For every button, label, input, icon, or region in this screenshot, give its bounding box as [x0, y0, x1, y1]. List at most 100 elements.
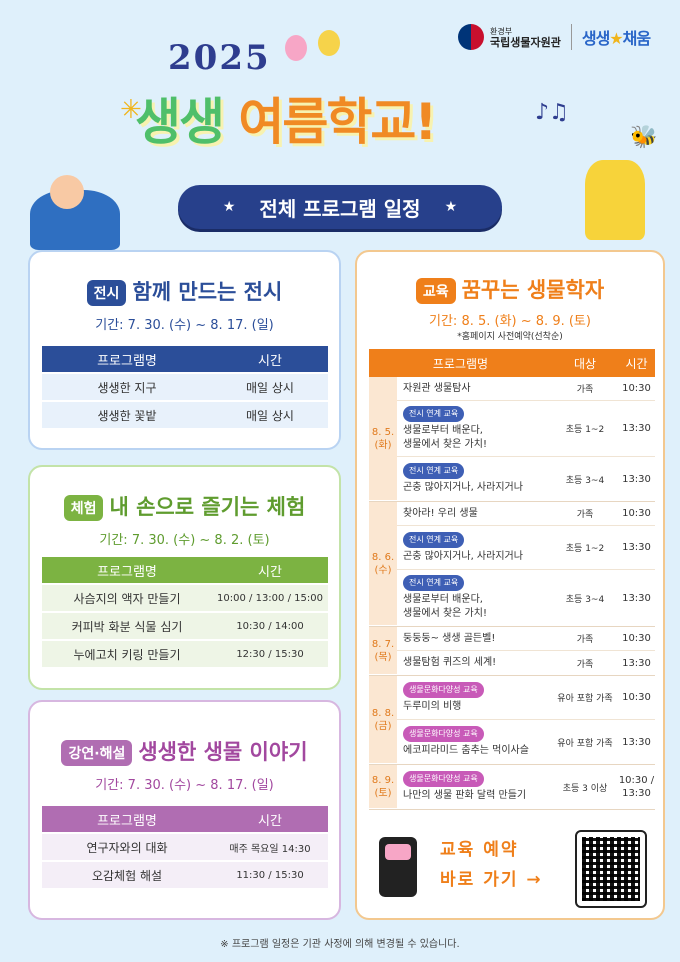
org-ministry: 환경부 — [490, 27, 513, 36]
column-header: 프로그램명 — [432, 356, 489, 371]
program-time: 매일 상시 — [212, 402, 328, 428]
program-time: 매주 목요일 14:30 — [212, 834, 328, 860]
table-row: 연구자와의 대화 매주 목요일 14:30 — [42, 834, 328, 860]
program-cell: 전시 연계 교육 생물로부터 배운다, 생물에서 찾은 가치! — [397, 401, 552, 456]
program-target: 초등 3~4 — [565, 475, 605, 486]
education-title: 교육 꿈꾸는 생물학자 — [357, 274, 663, 304]
table-row: 전시 연계 교육 곤충 많아지거나, 사라지거나 초등 1~2 13:30 — [397, 526, 655, 570]
program-target: 초등 3~4 — [565, 594, 605, 605]
experience-period: 기간: 7. 30. (수) ~ 8. 2. (토) — [99, 533, 270, 548]
program-name: 곤충 많아지거나, 사라지거나 — [403, 550, 523, 562]
lecture-card: 강연·해설 생생한 생물 이야기 기간: 7. 30. (수) ~ 8. 17. … — [28, 700, 341, 920]
table-row: 누에고치 키링 만들기 12:30 / 15:30 — [42, 641, 328, 667]
banner-label: 전체 프로그램 일정 — [259, 196, 421, 221]
program-time: 10:00 / 13:00 / 15:00 — [212, 585, 328, 611]
org-institute: 국립생물자원관 — [490, 36, 561, 49]
lecture-title-text: 생생한 생물 이야기 — [138, 740, 308, 764]
program-cell: 전시 연계 교육 생물로부터 배운다, 생물에서 찾은 가치! — [397, 570, 552, 626]
column-header: 프로그램명 — [42, 806, 212, 832]
experience-title: 체험 내 손으로 즐기는 체험 — [30, 491, 339, 521]
column-header: 시간 — [212, 557, 328, 583]
day-items: 찾아라! 우리 생물 가족 10:30 전시 연계 교육 곤충 많아지거나, 사라지거나… — [397, 502, 655, 626]
table-row: 커피박 화분 식물 심기 10:30 / 14:00 — [42, 613, 328, 639]
table-row: 생생한 꽃밭 매일 상시 — [42, 402, 328, 428]
exhibition-period: 기간: 7. 30. (수) ~ 8. 17. (일) — [95, 318, 274, 333]
day-date: 8. 5. (화) — [369, 377, 397, 501]
program-time: 13:30 — [622, 473, 651, 485]
day-items: 자원관 생물탐사 가족 10:30 전시 연계 교육 생물로부터 배운다, 생물에서 찾… — [397, 377, 655, 501]
program-target: 유아 포함 가족 — [557, 738, 613, 749]
exhibition-card: 전시 함께 만드는 전시 기간: 7. 30. (수) ~ 8. 17. (일) … — [28, 250, 341, 450]
program-category-chip: 전시 연계 교육 — [403, 575, 465, 591]
program-cell: 생물탐험 퀴즈의 세계! — [397, 651, 552, 675]
column-header: 프로그램명 — [42, 346, 212, 372]
day-group: 8. 6. (수) 찾아라! 우리 생물 가족 10:30 전시 연계 교육 곤충 많아지… — [369, 502, 655, 627]
table-header-row: 프로그램명 시간 — [42, 346, 328, 372]
table-header-row: 프로그램명 시간 — [42, 806, 328, 832]
program-cell: 자원관 생물탐사 — [397, 377, 552, 400]
star-icon: ★ — [222, 199, 236, 215]
education-card: 교육 꿈꾸는 생물학자 기간: 8. 5. (화) ~ 8. 9. (토) *홈페… — [355, 250, 665, 920]
robot-face-icon — [385, 844, 411, 860]
table-row: 오감체험 해설 11:30 / 15:30 — [42, 862, 328, 888]
program-category-chip: 생물문화다양성 교육 — [403, 771, 484, 787]
day-group: 8. 5. (화) 자원관 생물탐사 가족 10:30 전시 연계 교육 생물로부터 배운… — [369, 377, 655, 502]
program-time: 13:30 — [622, 592, 651, 604]
child-character-right-icon — [585, 160, 645, 240]
program-time: 13:30 — [622, 736, 651, 748]
program-cell: 찾아라! 우리 생물 — [397, 502, 552, 525]
program-name: 에코피라미드 춤추는 먹이사슬 — [403, 745, 529, 756]
program-time: 12:30 / 15:30 — [212, 641, 328, 667]
brand-logo-part-a: 생생 — [581, 29, 610, 48]
logo-divider — [570, 24, 572, 50]
education-table-body: 8. 5. (화) 자원관 생물탐사 가족 10:30 전시 연계 교육 생물로부터 배운… — [369, 377, 655, 810]
program-target: 가족 — [576, 635, 594, 645]
header-logos: 환경부 국립생물자원관 생생★채움 — [458, 20, 668, 54]
day-items: 생물문화다양성 교육 두루미의 비행 유아 포함 가족 10:30 생물문화다양성 교육… — [397, 676, 655, 764]
program-cell: 생물문화다양성 교육 두루미의 비행 — [397, 676, 552, 719]
table-row: 사슴지의 액자 만들기 10:00 / 13:00 / 15:00 — [42, 585, 328, 611]
table-row: 생물문화다양성 교육 에코피라미드 춤추는 먹이사슬 유아 포함 가족 13:30 — [397, 720, 655, 764]
program-category-chip: 생물문화다양성 교육 — [403, 681, 484, 698]
qr-code-icon[interactable] — [575, 830, 647, 908]
program-cell: 생물문화다양성 교육 에코피라미드 춤추는 먹이사슬 — [397, 720, 552, 764]
program-cell: 전시 연계 교육 곤충 많아지거나, 사라지거나 — [397, 457, 552, 501]
experience-table: 프로그램명 시간 사슴지의 액자 만들기 10:00 / 13:00 / 15:… — [42, 555, 328, 669]
program-name: 둥둥둥~ 생생 골든벨! — [403, 632, 496, 644]
education-period: 기간: 8. 5. (화) ~ 8. 9. (토) — [429, 314, 591, 329]
education-title-text: 꿈꾸는 생물학자 — [461, 278, 605, 302]
music-note-icon: ♪♫ — [535, 100, 569, 125]
program-time: 10:30 / 13:30 — [618, 775, 655, 799]
day-date: 8. 8. (금) — [369, 676, 397, 764]
day-date: 8. 7. (목) — [369, 627, 397, 675]
balloon-icon — [318, 30, 340, 56]
balloon-icon — [285, 35, 307, 61]
program-time: 13:30 — [622, 657, 651, 669]
reservation-link-line2: 바로 가기 → — [440, 870, 543, 890]
lecture-table: 프로그램명 시간 연구자와의 대화 매주 목요일 14:30 오감체험 해설 1… — [42, 804, 328, 890]
exhibition-title-text: 함께 만드는 전시 — [132, 280, 283, 304]
main-title-part-a: 생생 — [135, 93, 239, 151]
day-group: 8. 9. (토) 생물문화다양성 교육 나만의 생물 판화 달력 만들기 초등 3 … — [369, 765, 655, 810]
reservation-link[interactable]: 교육 예약 바로 가기 → — [440, 835, 543, 895]
program-name: 나만의 생물 판화 달력 만들기 — [403, 790, 527, 801]
program-cell: 전시 연계 교육 곤충 많아지거나, 사라지거나 — [397, 526, 552, 569]
exhibition-title: 전시 함께 만드는 전시 — [30, 276, 339, 306]
program-time: 13:30 — [622, 542, 651, 553]
column-header: 시간 — [212, 806, 328, 832]
table-row: 자원관 생물탐사 가족 10:30 — [397, 377, 655, 401]
bee-icon: 🐝 — [630, 125, 658, 150]
program-time: 10:30 — [622, 383, 651, 394]
program-name: 사슴지의 액자 만들기 — [42, 585, 212, 611]
year-heading: 2025 — [168, 38, 271, 78]
program-target: 가족 — [576, 385, 594, 395]
lecture-tag: 강연·해설 — [61, 740, 133, 766]
column-header: 시간 — [212, 346, 328, 372]
program-time: 매일 상시 — [212, 374, 328, 400]
column-header: 프로그램명 — [42, 557, 212, 583]
table-row: 전시 연계 교육 곤충 많아지거나, 사라지거나 초등 3~4 13:30 — [397, 457, 655, 501]
child-face-left-icon — [50, 175, 84, 209]
brand-logo-part-b: 채움 — [622, 29, 651, 48]
table-row: 전시 연계 교육 생물로부터 배운다, 생물에서 찾은 가치! 초등 1~2 13:3… — [397, 401, 655, 457]
program-name: 생물탐험 퀴즈의 세계! — [403, 657, 497, 668]
